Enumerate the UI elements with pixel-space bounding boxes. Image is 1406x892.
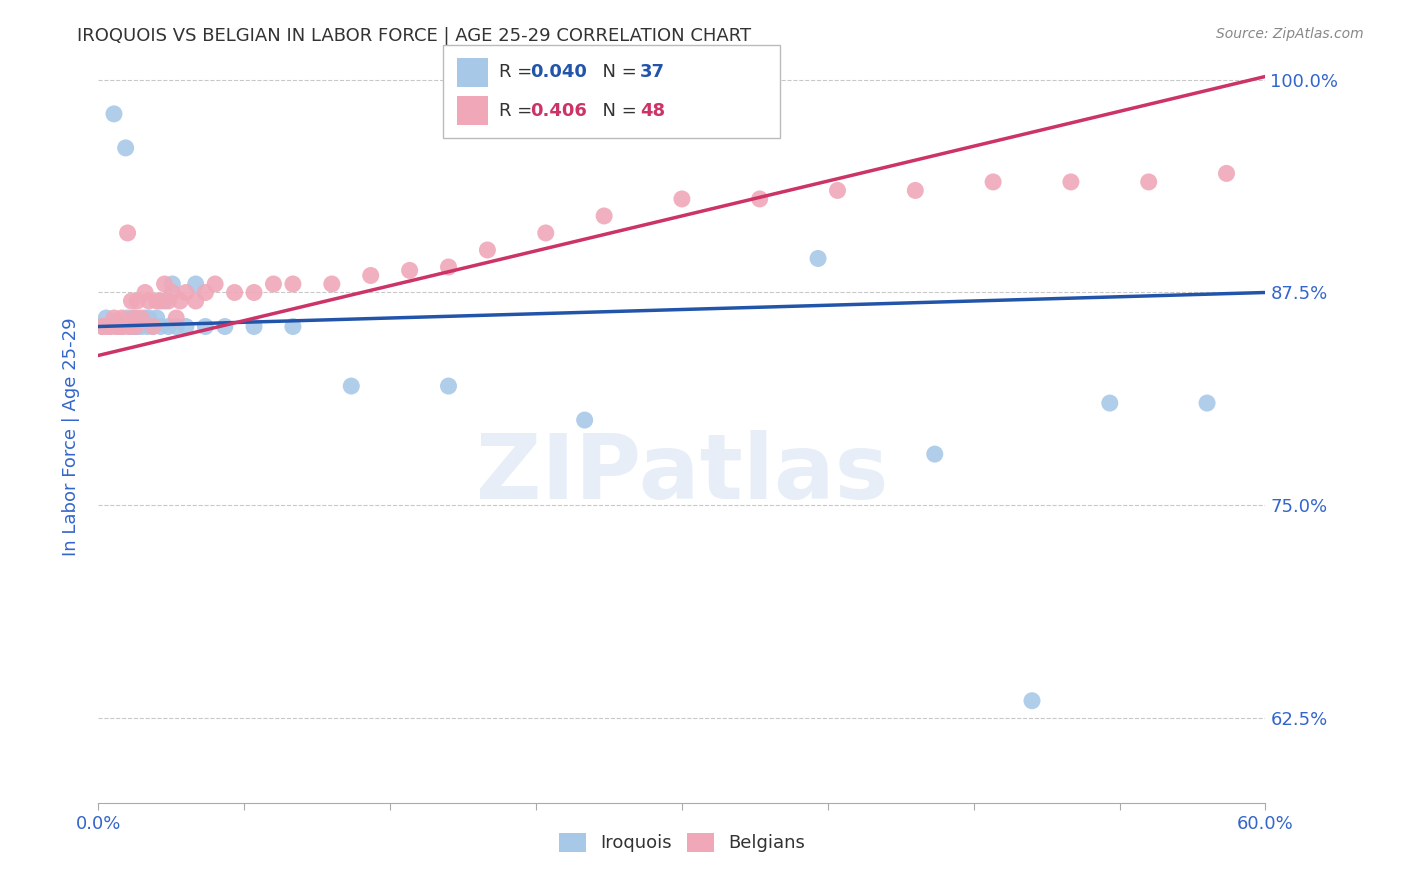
Point	[121, 293, 143, 308]
Point	[157, 319, 180, 334]
Point	[146, 311, 169, 326]
Point	[1215, 166, 1237, 180]
Text: 0.406: 0.406	[530, 102, 586, 120]
Point	[142, 319, 165, 334]
Point	[204, 277, 226, 291]
Point	[103, 311, 125, 326]
Point	[671, 192, 693, 206]
Point	[127, 293, 149, 308]
Point	[117, 311, 139, 326]
Point	[243, 285, 266, 300]
Text: 37: 37	[640, 63, 665, 81]
Point	[1021, 694, 1043, 708]
Text: N =: N =	[591, 63, 643, 81]
Point	[1098, 396, 1121, 410]
Point	[169, 293, 191, 308]
Point	[91, 319, 114, 334]
Point	[96, 311, 118, 326]
Text: 48: 48	[640, 102, 665, 120]
Point	[1060, 175, 1083, 189]
Point	[136, 319, 159, 334]
Point	[184, 293, 207, 308]
Point	[129, 311, 152, 326]
Point	[134, 311, 156, 326]
Point	[138, 311, 160, 326]
Text: 0.040: 0.040	[530, 63, 586, 81]
Point	[214, 319, 236, 334]
Y-axis label: In Labor Force | Age 25-29: In Labor Force | Age 25-29	[62, 318, 80, 557]
Point	[904, 183, 927, 197]
Point	[243, 319, 266, 334]
Point	[157, 293, 180, 308]
Point	[111, 319, 134, 334]
Point	[118, 319, 141, 334]
Point	[281, 277, 304, 291]
Point	[138, 293, 160, 308]
Point	[262, 277, 284, 291]
Point	[593, 209, 616, 223]
Point	[153, 293, 176, 308]
Point	[437, 379, 460, 393]
Point	[321, 277, 343, 291]
Point	[96, 319, 118, 334]
Point	[149, 293, 172, 308]
Point	[807, 252, 830, 266]
Point	[134, 285, 156, 300]
Point	[98, 319, 121, 334]
Point	[107, 319, 129, 334]
Point	[124, 311, 146, 326]
Point	[194, 285, 217, 300]
Point	[91, 319, 114, 334]
Point	[129, 319, 152, 334]
Text: N =: N =	[591, 102, 643, 120]
Point	[118, 319, 141, 334]
Point	[162, 277, 184, 291]
Point	[127, 319, 149, 334]
Text: R =: R =	[499, 63, 538, 81]
Text: ZIPatlas: ZIPatlas	[475, 430, 889, 517]
Point	[153, 277, 176, 291]
Point	[122, 319, 145, 334]
Point	[111, 311, 134, 326]
Point	[103, 107, 125, 121]
Point	[142, 319, 165, 334]
Point	[281, 319, 304, 334]
Point	[924, 447, 946, 461]
Point	[224, 285, 246, 300]
Legend: Iroquois, Belgians: Iroquois, Belgians	[551, 826, 813, 860]
Point	[108, 319, 131, 334]
Point	[360, 268, 382, 283]
Point	[534, 226, 557, 240]
Point	[165, 319, 187, 334]
Point	[340, 379, 363, 393]
Text: Source: ZipAtlas.com: Source: ZipAtlas.com	[1216, 27, 1364, 41]
Point	[1195, 396, 1218, 410]
Point	[149, 319, 172, 334]
Point	[117, 226, 139, 240]
Point	[194, 319, 217, 334]
Point	[477, 243, 499, 257]
Point	[112, 319, 135, 334]
Point	[574, 413, 596, 427]
Text: IROQUOIS VS BELGIAN IN LABOR FORCE | AGE 25-29 CORRELATION CHART: IROQUOIS VS BELGIAN IN LABOR FORCE | AGE…	[77, 27, 751, 45]
Point	[98, 319, 121, 334]
Point	[398, 263, 420, 277]
Point	[827, 183, 849, 197]
Point	[184, 277, 207, 291]
Point	[104, 319, 127, 334]
Point	[174, 285, 197, 300]
Point	[165, 311, 187, 326]
Point	[174, 319, 197, 334]
Point	[114, 141, 136, 155]
Point	[162, 285, 184, 300]
Point	[122, 311, 145, 326]
Point	[981, 175, 1004, 189]
Text: R =: R =	[499, 102, 538, 120]
Point	[748, 192, 770, 206]
Point	[437, 260, 460, 274]
Point	[1137, 175, 1160, 189]
Point	[124, 319, 146, 334]
Point	[146, 293, 169, 308]
